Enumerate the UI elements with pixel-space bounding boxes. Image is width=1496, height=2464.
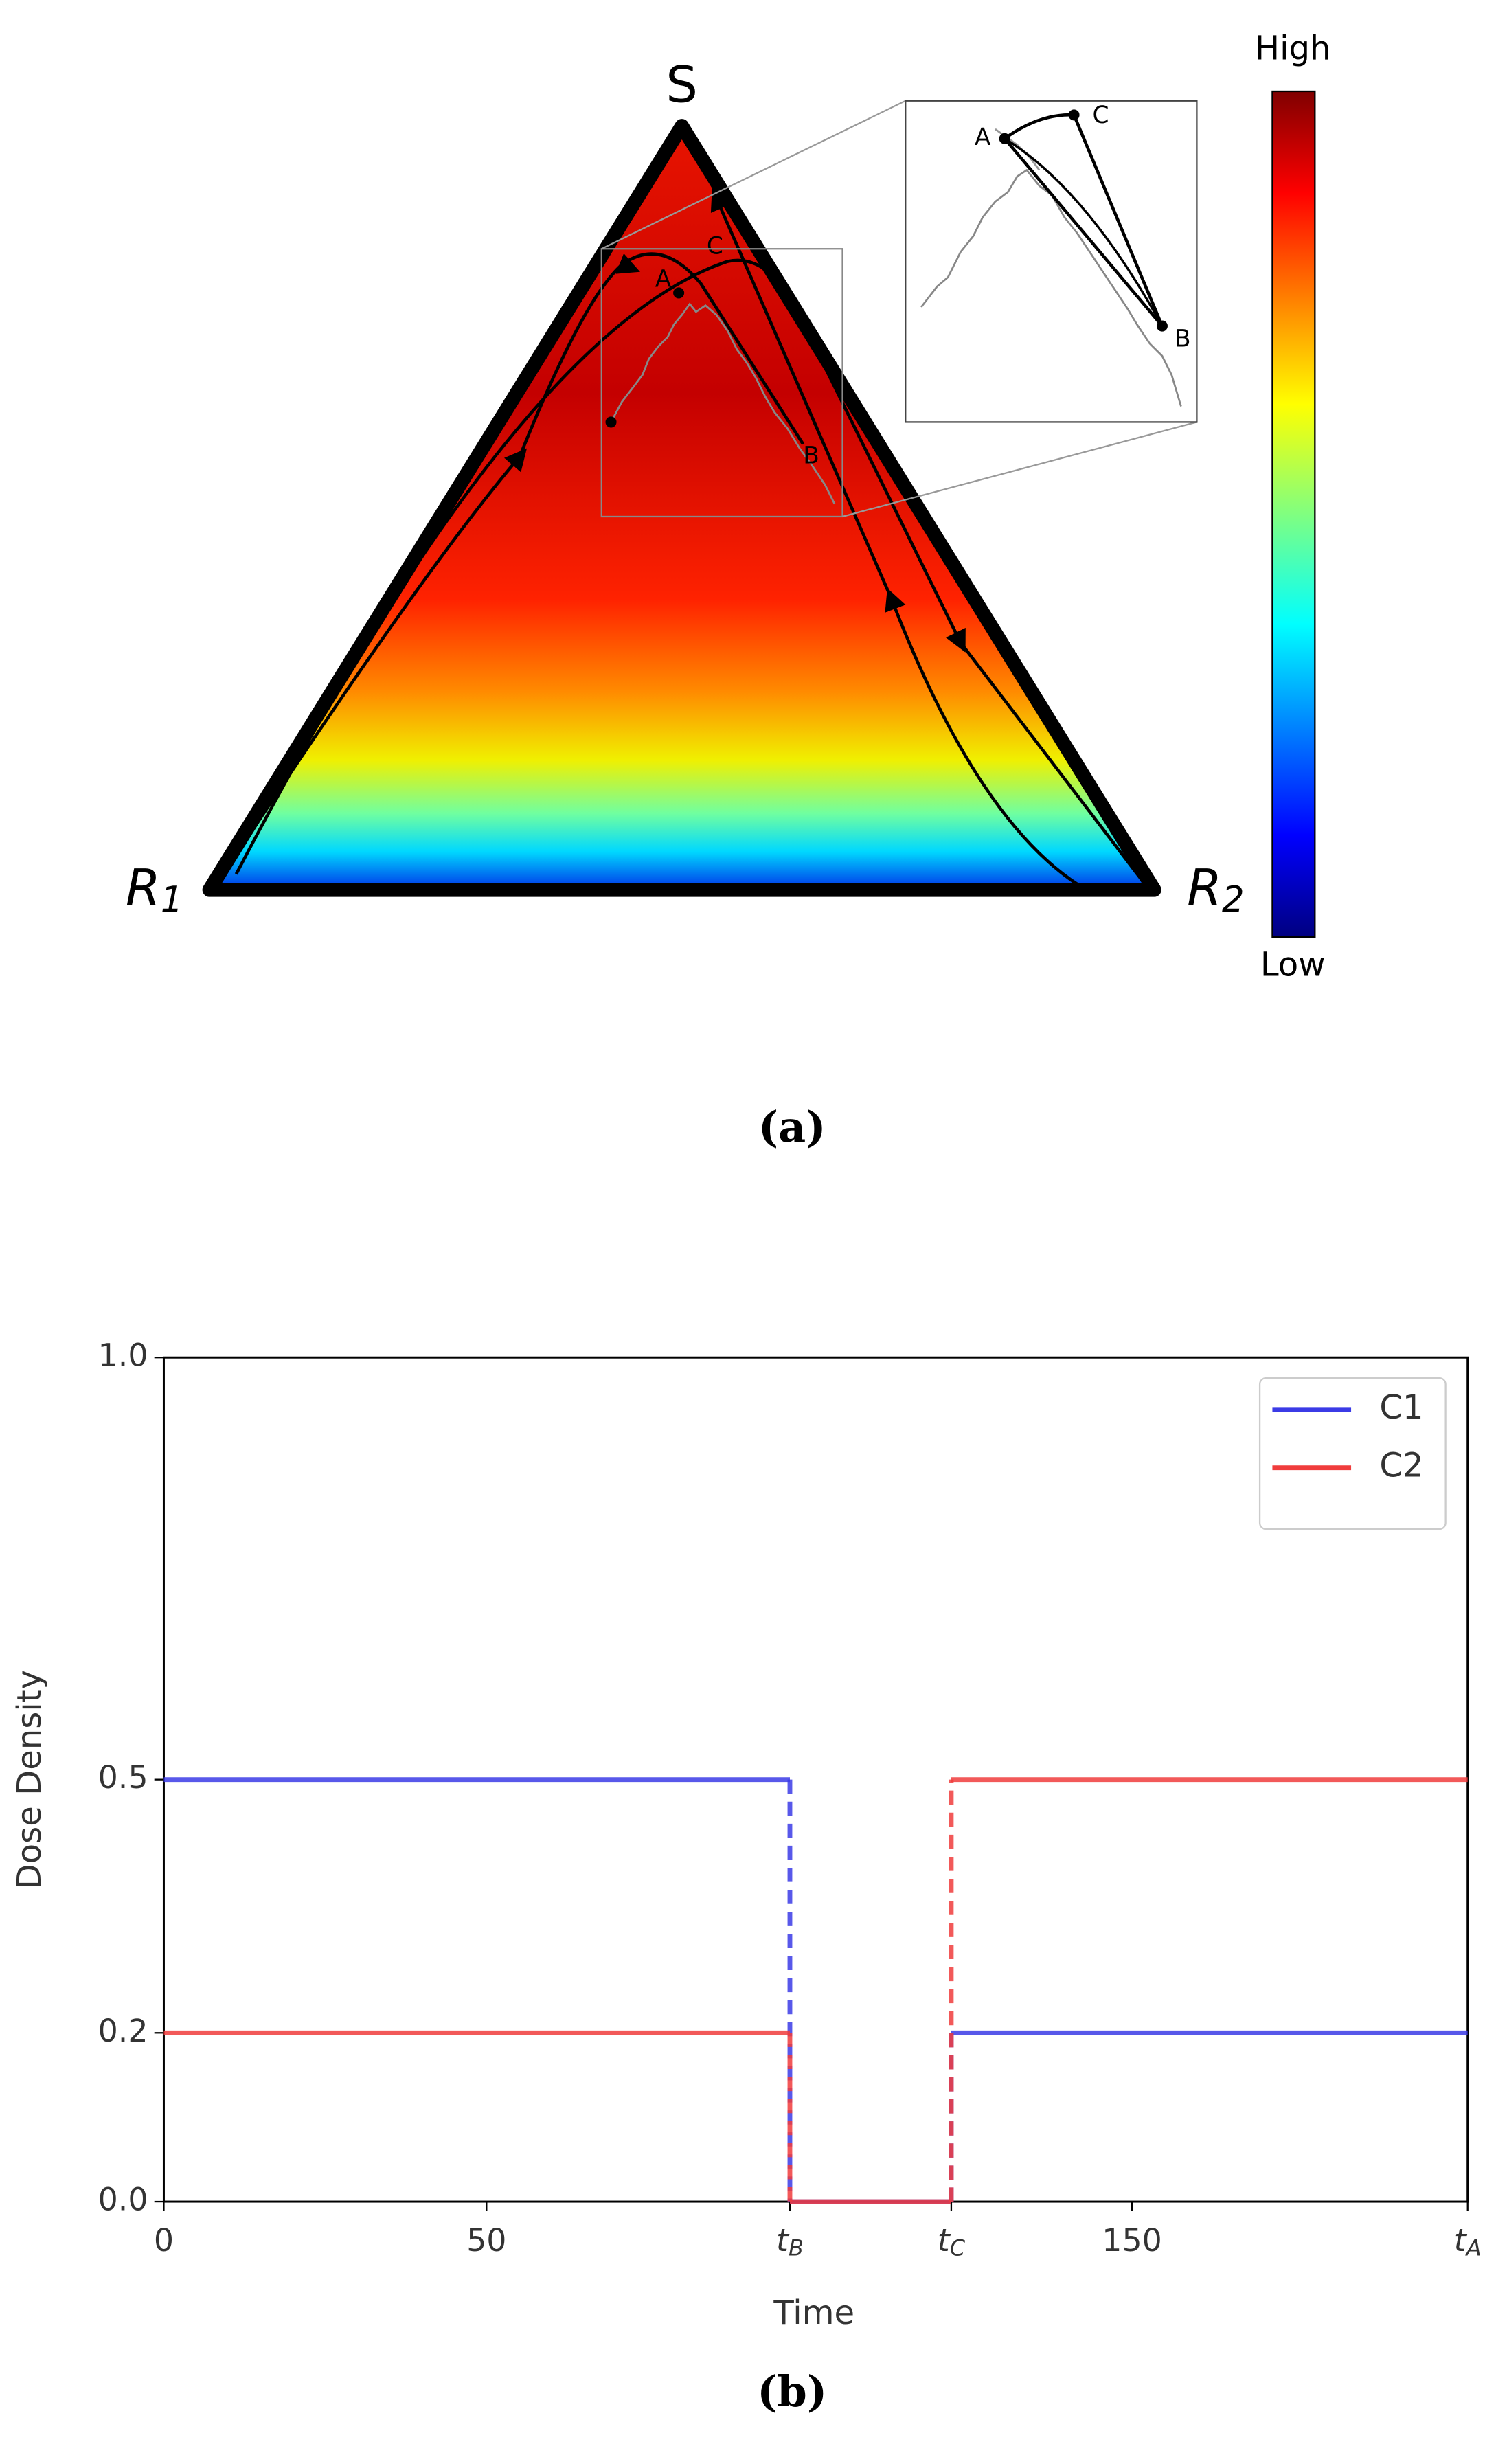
simplex [202, 119, 1161, 897]
point-label: B [1175, 326, 1191, 353]
point-a [999, 133, 1010, 144]
legend-label: C2 [1379, 1447, 1423, 1485]
colorbar-label: Low [1260, 946, 1326, 984]
vertex-label: R2 [1187, 859, 1245, 920]
colorbar [1271, 90, 1316, 938]
trajectory [234, 258, 966, 875]
point-label: B [803, 442, 819, 469]
inset-trajectory [1004, 137, 1164, 327]
vertex-label: R1 [126, 859, 183, 920]
point-label: A [975, 124, 991, 151]
point-label: C [1093, 102, 1109, 129]
legend-label: C1 [1379, 1388, 1423, 1427]
y-tick-label: 0.5 [98, 1759, 148, 1796]
point-c [1068, 109, 1080, 121]
y-tick-label: 1.0 [98, 1337, 148, 1374]
colorbar-label: High [1255, 29, 1331, 67]
zoom-box [600, 248, 843, 518]
x-tick-label: tC [938, 2222, 966, 2261]
point-label: A [655, 266, 672, 293]
zoom-connector [601, 100, 906, 250]
x-tick-label: tA [1454, 2222, 1482, 2261]
stochastic-path [610, 302, 836, 505]
y-tick-label: 0.2 [98, 2012, 148, 2049]
ternary-panel: A B C A B C S R1 R2 High Low (a) [126, 29, 1331, 1152]
trajectory [885, 588, 1080, 887]
start-point [605, 416, 617, 428]
x-tick-label: 50 [466, 2222, 506, 2259]
legend [1258, 1377, 1447, 1530]
panel-label: (b) [757, 2366, 827, 2417]
y-axis-label: Dose Density [10, 1670, 49, 1889]
vertex-label: S [666, 56, 698, 114]
x-tick-label: 150 [1102, 2222, 1162, 2259]
trajectory [219, 448, 528, 880]
panel-label: (a) [758, 1102, 826, 1152]
inset [905, 100, 1198, 423]
trajectory [959, 641, 1145, 883]
point-a [673, 287, 685, 299]
x-tick-label: tB [776, 2222, 804, 2261]
point-b [1156, 320, 1168, 332]
x-axis-label: Time [773, 2294, 854, 2332]
point-label: C [707, 232, 723, 260]
trajectory-arrow [615, 253, 640, 274]
zoom-connector [842, 421, 1197, 518]
trajectory [710, 188, 893, 600]
y-tick-label: 0.0 [98, 2181, 148, 2218]
x-tick-label: 0 [154, 2222, 174, 2259]
line-panel: (b) Time Dose Density 0.0 0.2 0.5 1.0 0 50 tB t… [10, 1337, 1482, 2417]
